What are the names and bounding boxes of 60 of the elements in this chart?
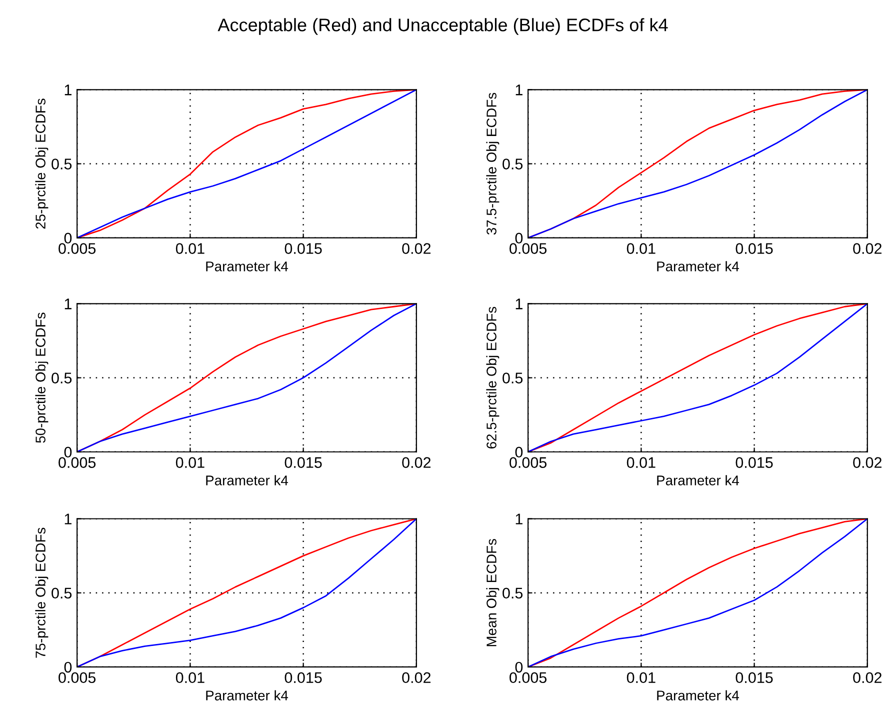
y-tick-label: 0.5 [52, 372, 72, 384]
y-axis-title: 62.5-prctile Obj ECDFs [486, 306, 500, 448]
y-tick-label: 0 [515, 662, 523, 673]
y-tick-label: 0.5 [52, 158, 72, 170]
x-tick-label: 0.015 [736, 672, 773, 684]
y-tick-label: 1 [64, 298, 72, 310]
y-tick-label: 0.5 [52, 588, 72, 599]
y-tick-label: 0.5 [502, 588, 523, 599]
y-tick-label: 1 [516, 84, 522, 96]
y-tick-label: 1 [64, 84, 72, 96]
x-tick-label: 0.02 [853, 243, 882, 254]
y-tick-label: 0.5 [502, 158, 523, 170]
x-tick-label: 0.02 [402, 672, 431, 684]
x-tick-label: 0.01 [176, 457, 204, 468]
x-tick-label: 0.02 [853, 457, 882, 468]
x-tick-label: 0.015 [736, 243, 773, 254]
x-tick-label: 0.005 [58, 457, 96, 468]
x-tick-label: 0.02 [402, 457, 431, 468]
y-tick-label: 0 [64, 446, 72, 458]
y-tick-label: 1 [516, 514, 522, 524]
y-axis-title: 25-prctile Obj ECDFs [35, 98, 48, 229]
y-tick-label: 0 [64, 232, 72, 244]
y-tick-label: 1 [64, 514, 72, 524]
x-tick-label: 0.01 [626, 672, 656, 684]
line-series [528, 518, 868, 667]
line-series [77, 518, 416, 667]
y-tick-label: 0.5 [502, 372, 523, 384]
x-axis-title: Parameter k4 [206, 690, 288, 700]
line-series [528, 304, 868, 452]
x-axis-title: Parameter k4 [657, 475, 740, 486]
y-tick-label: 0 [515, 232, 523, 244]
line-series [77, 304, 416, 452]
y-tick-label: 0 [64, 662, 72, 673]
x-tick-label: 0.015 [284, 672, 322, 684]
x-tick-label: 0.005 [510, 672, 547, 684]
x-tick-label: 0.01 [626, 243, 656, 254]
y-axis-title: Mean Obj ECDFs [486, 538, 500, 646]
x-tick-label: 0.02 [853, 672, 882, 684]
x-axis-title: Parameter k4 [206, 475, 288, 486]
x-tick-label: 0.02 [402, 243, 431, 254]
line-series [77, 90, 416, 238]
y-axis-title: 37.5-prctile Obj ECDFs [486, 92, 500, 235]
chart-title: Acceptable (Red) and Unacceptable (Blue) ECDFs of k4 [218, 18, 668, 35]
y-tick-label: 0 [515, 446, 523, 458]
x-tick-label: 0.015 [284, 243, 322, 254]
x-tick-label: 0.01 [176, 243, 204, 254]
x-tick-label: 0.005 [58, 672, 96, 684]
x-axis-title: Parameter k4 [206, 261, 288, 272]
y-tick-label: 1 [516, 298, 522, 310]
x-tick-label: 0.01 [176, 672, 204, 684]
x-tick-label: 0.01 [626, 457, 656, 468]
x-tick-label: 0.015 [736, 457, 773, 468]
x-axis-title: Parameter k4 [657, 261, 740, 272]
x-axis-title: Parameter k4 [657, 690, 740, 700]
x-tick-label: 0.005 [510, 457, 547, 468]
x-tick-label: 0.015 [284, 457, 322, 468]
y-axis-title: 50-prctile Obj ECDFs [35, 312, 48, 443]
y-axis-title: 75-prctile Obj ECDFs [35, 528, 48, 658]
x-tick-label: 0.005 [510, 243, 547, 254]
x-tick-label: 0.005 [58, 243, 96, 254]
